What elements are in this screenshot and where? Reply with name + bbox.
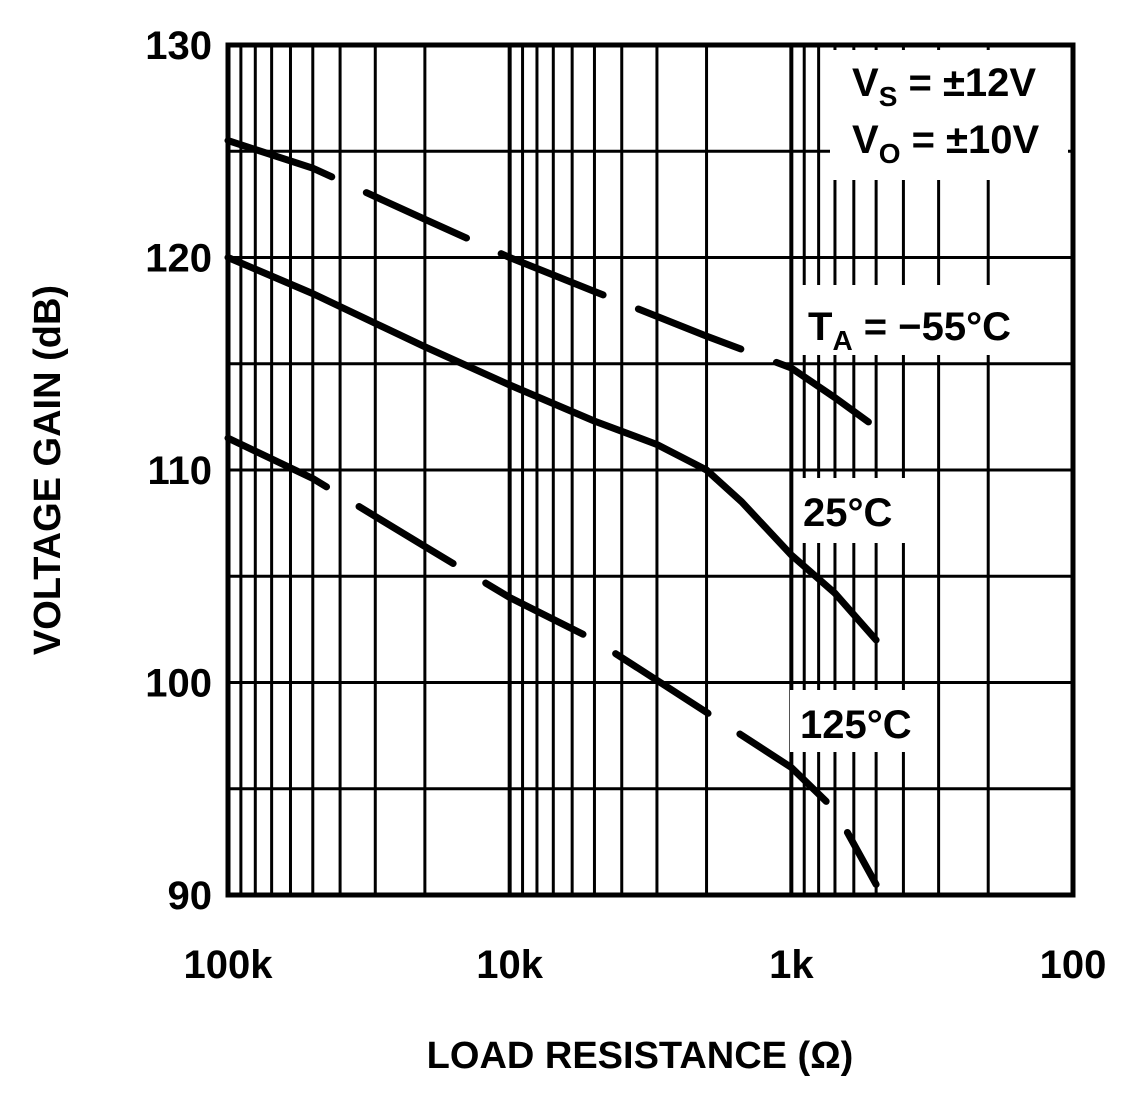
y-axis-ticks: 130 120 110 100 90 — [145, 24, 212, 918]
x-tick-label: 100k — [184, 943, 274, 987]
y-tick-label: 110 — [147, 449, 212, 493]
x-axis-ticks: 100k 10k 1k 100 — [184, 943, 1107, 987]
label-mask — [830, 50, 1068, 180]
x-tick-label: 100 — [1040, 943, 1107, 987]
y-tick-label: 120 — [145, 237, 212, 281]
plot-frame — [225, 42, 1076, 898]
series-line-0 — [224, 137, 880, 431]
y-tick-label: 100 — [145, 662, 212, 706]
label-mask — [790, 690, 930, 752]
x-axis-title: LOAD RESISTANCE (Ω) — [427, 1035, 854, 1077]
output-voltage-label: VO = ±10V — [852, 118, 1040, 169]
data-series — [224, 137, 880, 888]
supply-voltage-label: VS = ±12V — [852, 61, 1036, 112]
y-tick-label: 130 — [145, 24, 212, 68]
label-mask — [795, 285, 1065, 355]
y-tick-label: 90 — [168, 874, 213, 918]
series-line-2 — [224, 434, 880, 888]
label-mask — [795, 478, 905, 543]
series-label-minus55c: TA = −55°C — [808, 305, 1011, 356]
series-line-1 — [224, 254, 880, 644]
x-tick-label: 10k — [476, 943, 543, 987]
grid-lines — [228, 45, 1075, 895]
x-tick-label: 1k — [769, 943, 814, 987]
series-label-125c: 125°C — [800, 703, 912, 747]
y-axis-title: VOLTAGE GAIN (dB) — [27, 285, 69, 655]
label-backgrounds — [790, 50, 1068, 752]
series-label-25c: 25°C — [803, 491, 892, 535]
